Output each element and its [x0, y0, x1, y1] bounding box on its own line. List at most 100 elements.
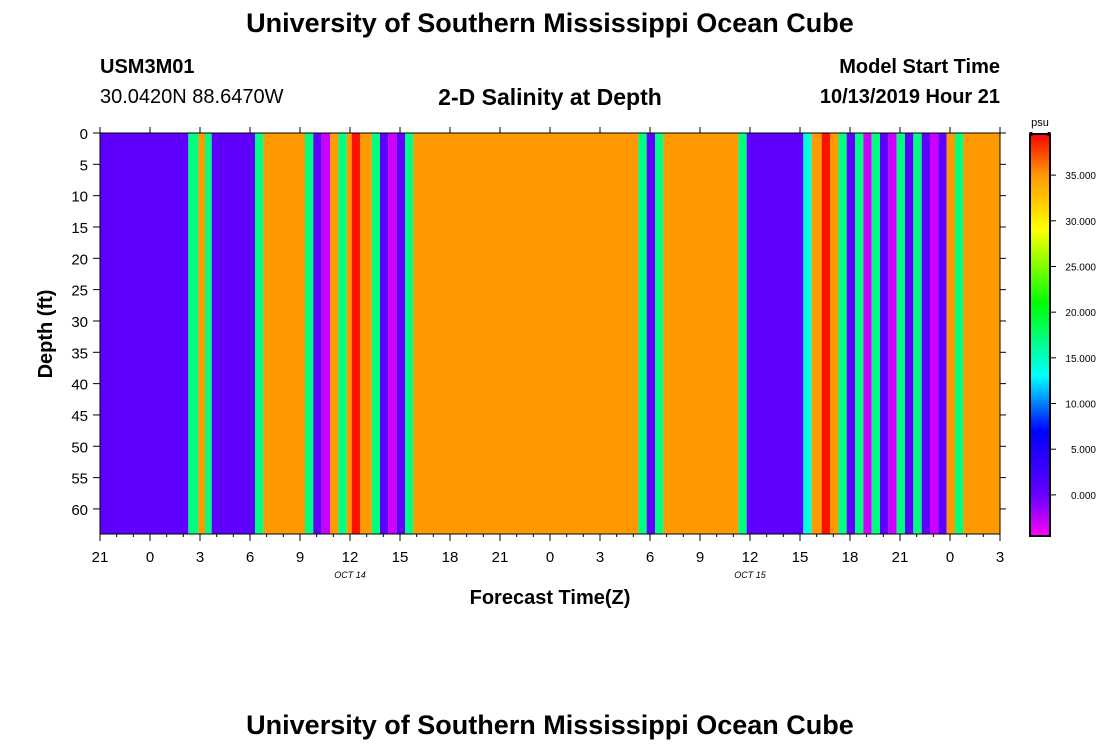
x-tick-label: 3: [196, 549, 204, 566]
x-tick-label: 15: [392, 549, 409, 566]
y-tick-label: 45: [71, 408, 88, 425]
salinity-column-41: [921, 133, 930, 534]
x-tick-label: 6: [646, 549, 654, 566]
station-id: USM3M01: [100, 56, 195, 78]
salinity-column-39: [905, 133, 914, 534]
heatmap-columns: [100, 133, 1000, 534]
y-tick-label: 40: [71, 377, 88, 394]
salinity-column-21: [638, 133, 647, 534]
salinity-column-43: [938, 133, 947, 534]
x-tick-label: 9: [696, 549, 704, 566]
salinity-column-16: [380, 133, 389, 534]
salinity-column-26: [746, 133, 804, 534]
x-tick-label: 15: [792, 549, 809, 566]
salinity-column-40: [913, 133, 922, 534]
salinity-column-29: [821, 133, 830, 534]
page-title-bottom: University of Southern Mississippi Ocean…: [246, 710, 854, 740]
salinity-column-22: [646, 133, 655, 534]
colorbar-tick-label: 25.000: [1065, 262, 1096, 273]
salinity-column-33: [855, 133, 864, 534]
y-tick-label: 35: [71, 345, 88, 362]
salinity-column-25: [738, 133, 747, 534]
salinity-column-45: [955, 133, 964, 534]
x-tick-label: 0: [546, 549, 554, 566]
y-tick-label: 15: [71, 220, 88, 237]
page-title-top: University of Southern Mississippi Ocean…: [246, 8, 854, 38]
salinity-column-5: [255, 133, 264, 534]
x-tick-label: 18: [442, 549, 459, 566]
salinity-column-14: [360, 133, 372, 534]
x-axis-ticks: 21 0 3 6 9 12 15 18 21 0 3 6 9 12 15 18 21 0 3: [92, 127, 1004, 566]
x-tick-label: 6: [246, 549, 254, 566]
colorbar-ticks: 0.000 5.000 10.000 15.000 20.000 25.000 30.000…: [1029, 132, 1096, 502]
y-axis-label: Depth (ft): [35, 290, 57, 379]
salinity-column-34: [863, 133, 872, 534]
colorbar-tick-label: 20.000: [1065, 308, 1096, 319]
x-tick-label: 0: [146, 549, 154, 566]
salinity-column-42: [930, 133, 939, 534]
colorbar-tick-label: 10.000: [1065, 400, 1096, 411]
colorbar-end-marker: [1047, 132, 1051, 136]
colorbar-tick-label: 15.000: [1065, 354, 1096, 365]
station-location: 30.0420N 88.6470W: [100, 86, 284, 108]
y-tick-label: 55: [71, 471, 88, 488]
salinity-column-30: [830, 133, 839, 534]
x-tick-label: 18: [842, 549, 859, 566]
salinity-column-17: [388, 133, 397, 534]
y-tick-label: 10: [71, 189, 88, 206]
salinity-column-10: [330, 133, 339, 534]
y-tick-label: 30: [71, 314, 88, 331]
x-tick-label: 21: [492, 549, 509, 566]
salinity-column-13: [351, 133, 360, 534]
salinity-column-3: [205, 133, 212, 534]
salinity-column-6: [263, 133, 305, 534]
x-tick-label: 12: [742, 549, 759, 566]
y-tick-label: 20: [71, 251, 88, 268]
salinity-column-32: [846, 133, 855, 534]
colorbar-tick-label: 30.000: [1065, 217, 1096, 228]
colorbar-tick-label: 5.000: [1071, 445, 1096, 456]
salinity-column-2: [198, 133, 205, 534]
x-tick-label: 9: [296, 549, 304, 566]
date-labels: OCT 14 OCT 15: [334, 570, 767, 580]
salinity-column-46: [963, 133, 1000, 534]
x-tick-label: 21: [892, 549, 909, 566]
x-tick-label: 21: [92, 549, 109, 566]
y-tick-label: 50: [71, 439, 88, 456]
salinity-column-18: [396, 133, 405, 534]
date-label: OCT 14: [334, 570, 366, 580]
salinity-column-27: [803, 133, 812, 534]
x-tick-label: 3: [596, 549, 604, 566]
model-start-label: Model Start Time: [839, 56, 1000, 78]
salinity-column-12: [346, 133, 352, 534]
colorbar: [1029, 133, 1051, 537]
salinity-column-23: [655, 133, 664, 534]
salinity-column-7: [305, 133, 314, 534]
salinity-column-0: [100, 133, 189, 534]
y-axis-ticks: 0 5 10 15 20 25 30 35 40 45 50 55 60: [71, 126, 1006, 519]
salinity-column-44: [946, 133, 955, 534]
salinity-column-15: [371, 133, 380, 534]
salinity-column-9: [321, 133, 330, 534]
salinity-column-36: [880, 133, 889, 534]
salinity-column-37: [888, 133, 897, 534]
salinity-column-19: [405, 133, 414, 534]
salinity-column-8: [313, 133, 322, 534]
colorbar-tick-label: 35.000: [1065, 171, 1096, 182]
y-tick-label: 25: [71, 283, 88, 300]
y-tick-label: 60: [71, 502, 88, 519]
salinity-column-1: [188, 133, 199, 534]
y-tick-label: 0: [80, 126, 88, 143]
salinity-column-20: [413, 133, 639, 534]
salinity-column-24: [663, 133, 739, 534]
colorbar-end-marker: [1029, 132, 1033, 136]
colorbar-tick-label: 0.000: [1071, 491, 1096, 502]
salinity-column-11: [338, 133, 347, 534]
model-start-value: 10/13/2019 Hour 21: [819, 86, 1000, 108]
x-axis-label: Forecast Time(Z): [470, 587, 631, 609]
date-label: OCT 15: [734, 570, 767, 580]
salinity-column-4: [211, 133, 255, 534]
x-tick-label: 12: [342, 549, 359, 566]
x-tick-label: 0: [946, 549, 954, 566]
salinity-column-35: [871, 133, 880, 534]
